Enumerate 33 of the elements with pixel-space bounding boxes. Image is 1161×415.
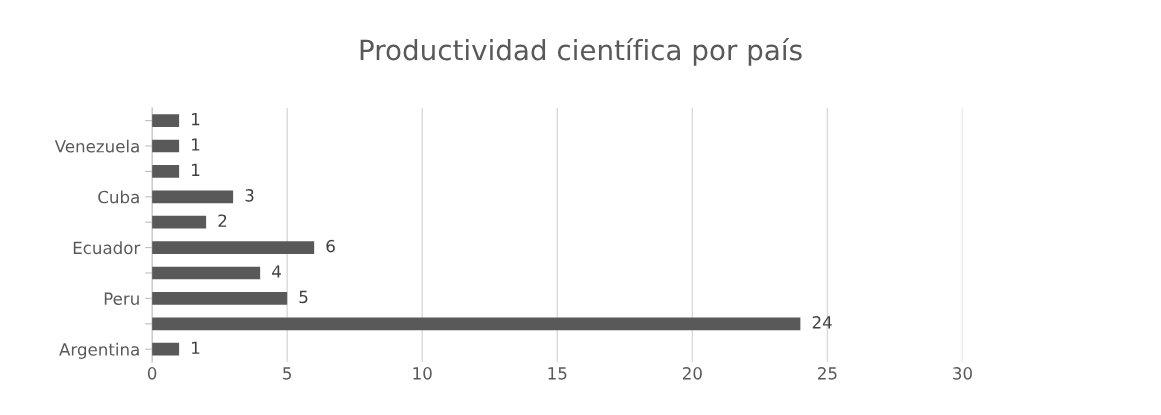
bar: [152, 215, 207, 229]
data-label: 1: [192, 163, 200, 176]
data-label: 4: [272, 265, 281, 278]
data-label: 1: [192, 341, 200, 354]
data-label: 1: [192, 138, 200, 151]
x-tick-label: 25: [818, 367, 837, 380]
bar: [152, 292, 288, 305]
data-label: 2: [218, 214, 227, 227]
bar: [152, 266, 261, 280]
x-tick-label: 5: [283, 367, 291, 380]
data-label: 1: [192, 113, 200, 126]
y-tick-label: Venezuela: [54, 139, 139, 153]
bar: [152, 165, 180, 178]
bar: [152, 317, 801, 331]
x-tick-label: 30: [953, 367, 972, 380]
bar: [152, 241, 315, 254]
bar: [152, 139, 180, 153]
x-tick-label: 0: [147, 367, 157, 380]
x-tick-label: 15: [548, 367, 567, 380]
y-tick-label: Ecuador: [73, 241, 141, 255]
data-label: 6: [326, 239, 335, 253]
bar: [152, 190, 234, 204]
bar: [152, 114, 180, 127]
y-tick-label: Cuba: [98, 190, 139, 204]
x-tick-label: 20: [682, 367, 702, 380]
bar: [152, 342, 180, 356]
y-tick-label: Peru: [104, 292, 139, 305]
data-label: 24: [812, 316, 832, 329]
y-tick-label: Argentina: [59, 342, 139, 359]
data-label: 5: [299, 290, 308, 304]
data-label: 3: [245, 189, 254, 202]
chart-title: Productividad científica por país: [360, 37, 802, 66]
x-tick-label: 10: [413, 367, 432, 380]
